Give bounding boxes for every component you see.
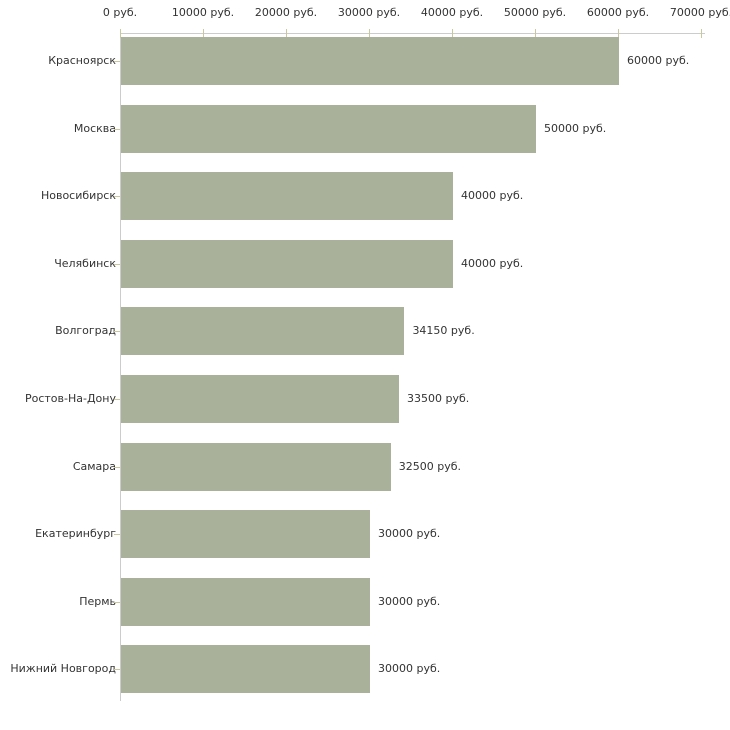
bar: [121, 172, 453, 221]
y-tick-mark: [114, 61, 120, 62]
x-tick-mark: [701, 29, 702, 38]
y-tick-mark: [114, 331, 120, 333]
chart-row: Ростов-На-Дону 33500 руб.: [0, 371, 730, 439]
chart-row: Пермь 30000 руб.: [0, 574, 730, 642]
x-tick-label: 20000 руб.: [254, 6, 318, 19]
y-tick-mark: [114, 466, 120, 468]
value-label: 34150 руб.: [412, 324, 475, 338]
chart-row: Нижний Новгород 30000 руб.: [0, 641, 730, 709]
bar: [121, 307, 405, 356]
chart-row: Новосибирск 40000 руб.: [0, 168, 730, 236]
chart-rows: Красноярск 60000 руб. Москва 50000 руб. Ново…: [0, 33, 730, 709]
bar: [121, 510, 370, 559]
y-axis-line: [120, 33, 121, 701]
value-label: 30000 руб.: [378, 662, 441, 676]
category-label: Нижний Новгород: [10, 662, 116, 676]
chart-row: Екатеринбург 30000 руб.: [0, 506, 730, 574]
category-label: Волгоград: [55, 324, 116, 338]
category-label: Новосибирск: [40, 189, 116, 203]
x-tick-mark: [369, 29, 370, 38]
value-label: 60000 руб.: [627, 54, 690, 67]
category-label: Пермь: [79, 594, 116, 608]
value-label: 32500 руб.: [398, 459, 462, 473]
category-label: Ростов-На-Дону: [24, 391, 116, 405]
category-label: Самара: [72, 459, 116, 473]
x-tick-label: 60000 руб.: [586, 6, 650, 19]
x-tick-mark: [286, 29, 287, 38]
value-label: 30000 руб.: [378, 527, 441, 541]
x-tick-label: 40000 руб.: [420, 6, 484, 19]
bar: [121, 374, 400, 423]
chart-row: Красноярск 60000 руб.: [0, 33, 730, 101]
category-label: Красноярск: [48, 54, 116, 67]
category-label: Челябинск: [54, 256, 116, 270]
x-tick-label: 70000 руб.: [669, 6, 730, 19]
x-axis-line: [120, 33, 705, 34]
x-tick-mark: [120, 29, 121, 38]
y-tick-mark: [114, 128, 120, 130]
chart-row: Москва 50000 руб.: [0, 101, 730, 169]
x-tick-mark: [618, 29, 619, 38]
category-label: Москва: [73, 121, 116, 135]
y-tick-mark: [114, 263, 120, 265]
value-label: 50000 руб.: [544, 121, 607, 135]
value-label: 30000 руб.: [378, 594, 441, 608]
y-tick-mark: [114, 534, 120, 536]
x-tick-label: 0 руб.: [102, 6, 138, 19]
bar: [121, 577, 370, 626]
chart-row: Волгоград 34150 руб.: [0, 303, 730, 371]
x-tick-mark: [452, 29, 453, 38]
x-tick-label: 50000 руб.: [503, 6, 567, 19]
x-tick-label: 30000 руб.: [337, 6, 401, 19]
value-label: 40000 руб.: [461, 256, 524, 270]
bar: [121, 239, 453, 288]
x-tick-mark: [203, 29, 204, 38]
chart-row: Челябинск 40000 руб.: [0, 236, 730, 304]
value-label: 33500 руб.: [407, 391, 470, 405]
bar: [121, 104, 536, 153]
category-label: Екатеринбург: [35, 527, 116, 541]
y-tick-mark: [114, 196, 120, 198]
y-tick-mark: [114, 601, 120, 603]
x-tick-mark: [535, 29, 536, 38]
value-label: 40000 руб.: [461, 189, 524, 203]
x-tick-label: 10000 руб.: [171, 6, 235, 19]
bar: [121, 645, 370, 694]
y-tick-mark: [114, 398, 120, 400]
y-tick-mark: [114, 669, 120, 671]
bar: [121, 442, 391, 491]
bar: [121, 37, 619, 85]
chart-row: Самара 32500 руб.: [0, 439, 730, 507]
